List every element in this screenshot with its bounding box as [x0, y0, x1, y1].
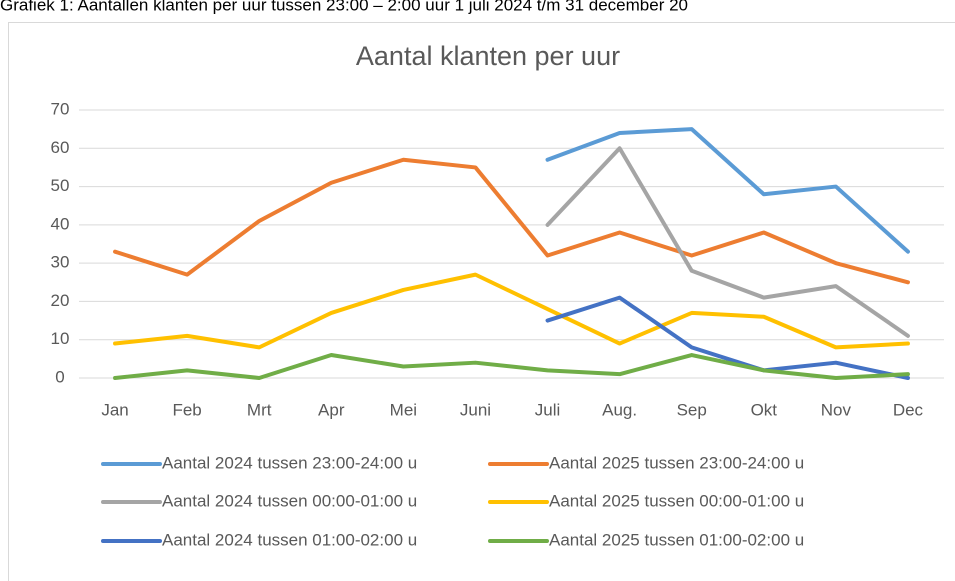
legend-label: Aantal 2025 tussen 00:00-01:00 u: [549, 491, 804, 510]
series-line: [113, 353, 910, 380]
x-tick-label: Apr: [318, 400, 345, 419]
series-line: [545, 127, 910, 254]
series-line: [113, 157, 910, 285]
y-tick-label: 70: [51, 99, 70, 118]
legend-label: Aantal 2024 tussen 01:00-02:00 u: [162, 530, 417, 549]
y-tick-label: 10: [51, 329, 70, 348]
y-tick-label: 60: [51, 138, 70, 157]
x-tick-label: Juni: [460, 400, 491, 419]
x-tick-label: Sep: [677, 400, 707, 419]
chart-title: Aantal klanten per uur: [356, 41, 620, 71]
x-tick-label: Mei: [390, 400, 417, 419]
x-tick-label: Okt: [751, 400, 778, 419]
y-tick-label: 0: [55, 367, 64, 386]
series-line: [113, 272, 910, 350]
x-tick-label: Mrt: [247, 400, 272, 419]
x-tick-label: Jan: [101, 400, 128, 419]
series-line: [545, 146, 910, 338]
x-tick-label: Feb: [172, 400, 201, 419]
caption: Grafiek 1: Aantallen klanten per uur tus…: [0, 0, 688, 14]
legend-label: Aantal 2025 tussen 01:00-02:00 u: [549, 530, 804, 549]
legend-label: Aantal 2024 tussen 00:00-01:00 u: [162, 491, 417, 510]
chart-frame: [8, 22, 955, 581]
x-tick-label: Nov: [821, 400, 852, 419]
x-tick-label: Dec: [893, 400, 924, 419]
legend-label: Aantal 2024 tussen 23:00-24:00 u: [162, 453, 417, 472]
x-tick-label: Juli: [535, 400, 561, 419]
x-tick-label: Aug.: [602, 400, 637, 419]
y-tick-label: 30: [51, 253, 70, 272]
legend-label: Aantal 2025 tussen 23:00-24:00 u: [549, 453, 804, 472]
y-tick-label: 50: [51, 176, 70, 195]
series-line: [545, 295, 910, 380]
y-tick-label: 40: [51, 214, 70, 233]
y-tick-label: 20: [51, 291, 70, 310]
